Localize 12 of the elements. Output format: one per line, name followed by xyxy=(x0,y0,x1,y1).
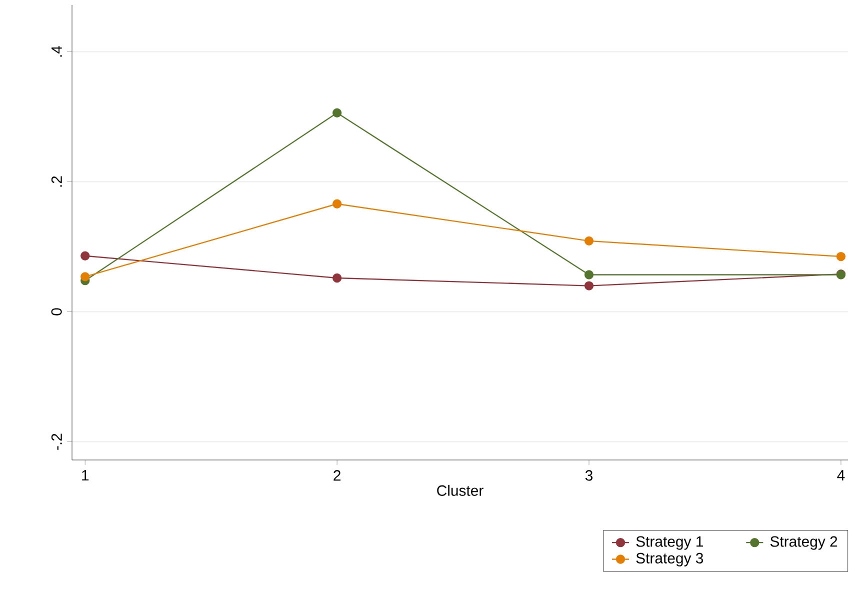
y-tick-label: -.2 xyxy=(51,434,62,450)
x-tick-label: 4 xyxy=(837,470,845,480)
legend-label: Strategy 3 xyxy=(636,552,704,566)
y-tick-label: .4 xyxy=(52,46,62,57)
x-tick-label: 3 xyxy=(585,470,593,481)
y-tick-label: .2 xyxy=(51,176,62,187)
x-tick-label: 2 xyxy=(334,470,340,481)
y-tick-label: 0 xyxy=(51,308,62,316)
x-tick-label: 1 xyxy=(82,470,89,480)
x-axis-title: Cluster xyxy=(437,484,484,496)
legend-label: Strategy 2 xyxy=(770,536,838,550)
legend-label: Strategy 1 xyxy=(636,536,703,550)
